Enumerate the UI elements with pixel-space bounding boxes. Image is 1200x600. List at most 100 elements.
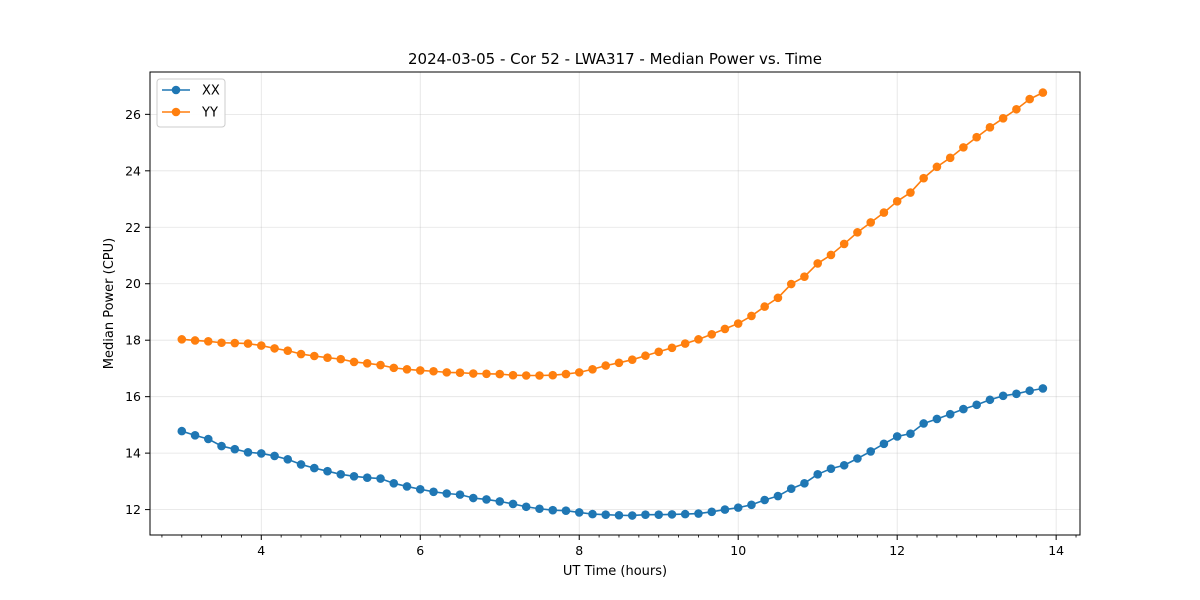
- legend-label-xx: XX: [202, 84, 220, 99]
- y-tick-label: 12: [125, 502, 141, 517]
- data-point-yy: [945, 153, 955, 163]
- data-point-yy: [680, 339, 690, 348]
- data-point-yy: [376, 360, 385, 370]
- series-layer: [177, 88, 1048, 520]
- y-tick-label: 24: [125, 163, 141, 178]
- data-point-yy: [203, 337, 213, 346]
- data-point-yy: [839, 239, 849, 249]
- data-point-xx: [508, 499, 518, 509]
- x-tick-label: 14: [1048, 543, 1064, 558]
- data-point-yy: [601, 361, 610, 370]
- legend-marker-xx: [171, 85, 181, 95]
- data-point-xx: [296, 460, 306, 469]
- data-point-yy: [641, 351, 650, 361]
- data-point-yy: [270, 344, 279, 353]
- data-point-xx: [336, 470, 346, 479]
- data-point-yy: [296, 349, 306, 359]
- data-point-yy: [972, 132, 981, 142]
- data-point-xx: [217, 441, 226, 451]
- data-point-yy: [521, 371, 531, 380]
- data-point-yy: [1025, 94, 1034, 104]
- data-point-yy: [667, 343, 677, 353]
- data-point-xx: [680, 509, 690, 519]
- legend-label-yy: YY: [201, 106, 218, 121]
- data-point-yy: [548, 370, 558, 380]
- data-point-yy: [654, 347, 664, 357]
- data-point-xx: [310, 463, 319, 473]
- data-point-yy: [230, 338, 240, 348]
- data-point-xx: [349, 471, 359, 481]
- data-point-xx: [521, 502, 531, 512]
- data-point-yy: [402, 364, 412, 374]
- data-point-xx: [561, 506, 571, 516]
- data-point-yy: [482, 369, 491, 379]
- y-tick-label: 14: [125, 446, 141, 461]
- data-point-yy: [707, 329, 717, 339]
- data-point-yy: [813, 259, 822, 268]
- data-point-xx: [376, 474, 385, 483]
- data-point-yy: [773, 293, 783, 303]
- data-point-yy: [336, 354, 346, 364]
- data-point-yy: [998, 114, 1008, 123]
- data-point-yy: [892, 197, 902, 206]
- y-axis-label: Median Power (CPU): [102, 238, 117, 369]
- data-point-xx: [694, 509, 703, 518]
- data-point-xx: [985, 395, 995, 405]
- data-point-yy: [177, 335, 187, 344]
- data-point-yy: [959, 143, 968, 152]
- data-point-xx: [892, 432, 902, 441]
- data-point-yy: [866, 218, 876, 227]
- data-point-yy: [720, 324, 730, 334]
- data-point-xx: [839, 460, 849, 470]
- data-point-yy: [588, 364, 597, 374]
- data-point-yy: [786, 279, 796, 289]
- x-tick-label: 4: [257, 543, 265, 558]
- data-point-yy: [760, 302, 769, 311]
- data-point-xx: [574, 508, 584, 517]
- data-point-yy: [429, 366, 438, 376]
- data-point-yy: [879, 208, 889, 217]
- data-point-xx: [972, 400, 981, 410]
- data-point-xx: [548, 505, 558, 515]
- data-point-yy: [349, 357, 359, 367]
- data-point-yy: [932, 162, 942, 172]
- data-point-yy: [919, 173, 928, 183]
- data-point-yy: [455, 368, 465, 377]
- data-point-yy: [627, 355, 637, 364]
- data-point-xx: [786, 484, 796, 494]
- data-point-yy: [1012, 104, 1021, 114]
- data-point-yy: [415, 366, 425, 375]
- data-point-yy: [283, 346, 293, 355]
- data-point-yy: [694, 335, 703, 344]
- data-point-xx: [243, 447, 253, 457]
- data-point-xx: [760, 495, 769, 505]
- data-point-xx: [482, 495, 491, 504]
- data-point-xx: [998, 391, 1008, 401]
- data-point-xx: [906, 429, 915, 438]
- y-tick-label: 18: [125, 333, 141, 348]
- data-point-xx: [747, 500, 756, 510]
- data-point-yy: [733, 319, 743, 328]
- data-point-xx: [1038, 384, 1048, 393]
- data-point-xx: [389, 479, 399, 488]
- data-point-xx: [667, 510, 677, 519]
- data-point-yy: [190, 336, 200, 345]
- y-tick-label: 16: [125, 389, 141, 404]
- data-point-xx: [707, 507, 717, 517]
- data-point-xx: [190, 431, 200, 440]
- plot-frame: [149, 71, 1081, 536]
- data-point-xx: [773, 491, 783, 501]
- y-tick-label: 22: [125, 220, 141, 235]
- data-point-yy: [495, 369, 505, 379]
- data-point-xx: [1025, 386, 1034, 396]
- data-point-yy: [389, 363, 399, 373]
- data-point-xx: [177, 426, 187, 436]
- data-point-xx: [654, 510, 664, 519]
- data-point-yy: [535, 371, 544, 380]
- data-point-yy: [985, 123, 995, 132]
- data-point-yy: [747, 311, 756, 321]
- data-point-xx: [429, 487, 438, 497]
- data-point-xx: [362, 473, 372, 482]
- data-point-xx: [468, 493, 478, 503]
